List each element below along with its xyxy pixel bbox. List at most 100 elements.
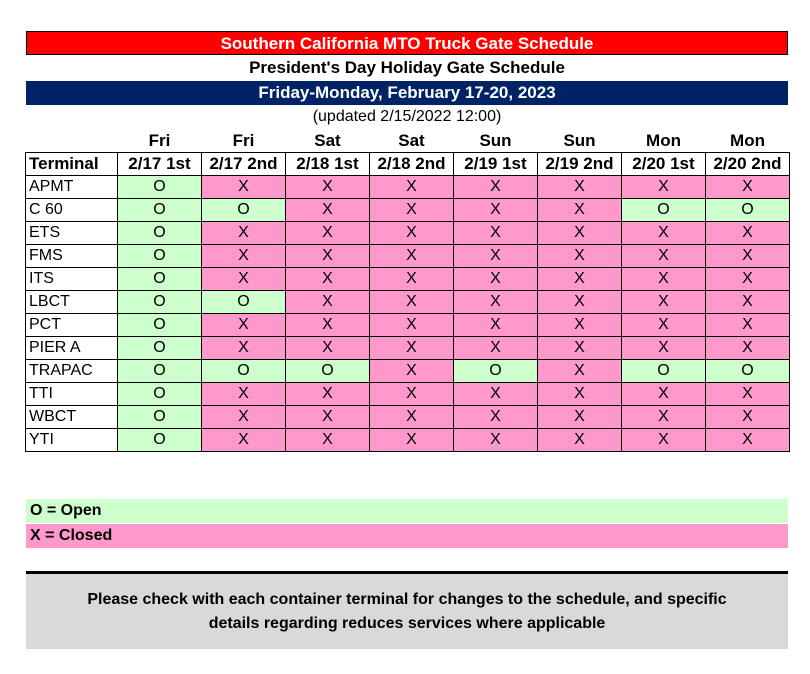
gate-closed-cell: X (285, 175, 370, 199)
gate-open-cell: O (117, 405, 202, 429)
day-label: Mon (730, 130, 765, 150)
gate-closed-cell: X (285, 267, 370, 291)
gate-closed-cell: X (369, 198, 454, 222)
table-row: LBCT O O X X X X X X (25, 290, 790, 314)
day-label: Fri (148, 130, 171, 150)
table-row: ETS O X X X X X X X (25, 221, 790, 245)
table-row: C 60 O O X X X X O O (25, 198, 790, 222)
gate-closed-cell: X (537, 359, 622, 383)
gate-open-cell: O (117, 244, 202, 268)
gate-closed-cell: X (369, 313, 454, 337)
gate-closed-cell: X (369, 336, 454, 360)
gate-closed-cell: X (537, 313, 622, 337)
gate-closed-cell: X (621, 175, 706, 199)
gate-open-cell: O (117, 221, 202, 245)
gate-closed-cell: X (705, 267, 790, 291)
day-of-week-row: Fri Fri Sat Sat Sun Sun Mon Mon (26, 129, 790, 153)
shift-column-header: 2/18 2nd (369, 152, 454, 176)
gate-closed-cell: X (369, 175, 454, 199)
gate-open-cell: O (285, 359, 370, 383)
gate-closed-cell: X (537, 175, 622, 199)
legend-closed: X = Closed (26, 524, 788, 548)
disclaimer-note: Please check with each container termina… (26, 571, 788, 649)
gate-open-cell: O (705, 198, 790, 222)
terminal-name: C 60 (25, 198, 118, 222)
gate-closed-cell: X (201, 382, 286, 406)
gate-closed-cell: X (705, 336, 790, 360)
gate-closed-cell: X (705, 405, 790, 429)
terminal-name: WBCT (25, 405, 118, 429)
gate-closed-cell: X (621, 267, 706, 291)
gate-closed-cell: X (285, 221, 370, 245)
gate-closed-cell: X (453, 336, 538, 360)
gate-closed-cell: X (201, 267, 286, 291)
gate-closed-cell: X (705, 221, 790, 245)
gate-closed-cell: X (201, 175, 286, 199)
gate-closed-cell: X (201, 313, 286, 337)
terminal-name: YTI (25, 428, 118, 452)
gate-open-cell: O (201, 359, 286, 383)
gate-closed-cell: X (537, 382, 622, 406)
gate-closed-cell: X (453, 198, 538, 222)
gate-closed-cell: X (285, 313, 370, 337)
gate-closed-cell: X (453, 267, 538, 291)
gate-open-cell: O (453, 359, 538, 383)
shift-column-header: 2/20 1st (621, 152, 706, 176)
terminal-name: APMT (25, 175, 118, 199)
gate-open-cell: O (117, 359, 202, 383)
gate-closed-cell: X (285, 382, 370, 406)
terminal-name: TTI (25, 382, 118, 406)
gate-closed-cell: X (705, 313, 790, 337)
gate-open-cell: O (117, 336, 202, 360)
gate-closed-cell: X (453, 405, 538, 429)
gate-closed-cell: X (537, 428, 622, 452)
gate-schedule-table: Fri Fri Sat Sat Sun Sun Mon Mon Terminal 2/17 1… (25, 129, 790, 452)
day-label: Mon (646, 130, 681, 150)
gate-closed-cell: X (285, 336, 370, 360)
gate-closed-cell: X (705, 382, 790, 406)
day-label: Sat (314, 130, 341, 150)
legend-open: O = Open (26, 499, 788, 523)
gate-closed-cell: X (285, 198, 370, 222)
shift-column-header: 2/19 1st (453, 152, 538, 176)
terminal-name: PCT (25, 313, 118, 337)
gate-closed-cell: X (369, 382, 454, 406)
table-row: FMS O X X X X X X X (25, 244, 790, 268)
gate-closed-cell: X (201, 336, 286, 360)
gate-open-cell: O (117, 175, 202, 199)
day-label: Sat (398, 130, 425, 150)
gate-closed-cell: X (285, 428, 370, 452)
gate-closed-cell: X (705, 244, 790, 268)
table-row: YTI O X X X X X X X (25, 428, 790, 452)
gate-open-cell: O (705, 359, 790, 383)
gate-closed-cell: X (201, 244, 286, 268)
gate-closed-cell: X (285, 244, 370, 268)
gate-closed-cell: X (453, 428, 538, 452)
date-range-banner: Friday-Monday, February 17-20, 2023 (26, 81, 788, 105)
gate-closed-cell: X (369, 428, 454, 452)
table-row: ITS O X X X X X X X (25, 267, 790, 291)
gate-closed-cell: X (621, 428, 706, 452)
terminal-name: TRAPAC (25, 359, 118, 383)
gate-closed-cell: X (369, 267, 454, 291)
shift-column-header: 2/17 2nd (201, 152, 286, 176)
gate-closed-cell: X (537, 336, 622, 360)
gate-closed-cell: X (621, 336, 706, 360)
gate-closed-cell: X (453, 244, 538, 268)
gate-closed-cell: X (537, 221, 622, 245)
gate-closed-cell: X (621, 244, 706, 268)
gate-open-cell: O (117, 313, 202, 337)
gate-open-cell: O (621, 198, 706, 222)
gate-closed-cell: X (369, 290, 454, 314)
updated-timestamp: (updated 2/15/2022 12:00) (312, 108, 502, 125)
table-row: WBCT O X X X X X X X (25, 405, 790, 429)
terminal-name: ETS (25, 221, 118, 245)
gate-closed-cell: X (537, 405, 622, 429)
gate-closed-cell: X (705, 290, 790, 314)
gate-closed-cell: X (453, 313, 538, 337)
day-label: Sun (563, 130, 596, 150)
table-row: TRAPAC O O O X O X O O (25, 359, 790, 383)
gate-closed-cell: X (285, 290, 370, 314)
table-row: PCT O X X X X X X X (25, 313, 790, 337)
